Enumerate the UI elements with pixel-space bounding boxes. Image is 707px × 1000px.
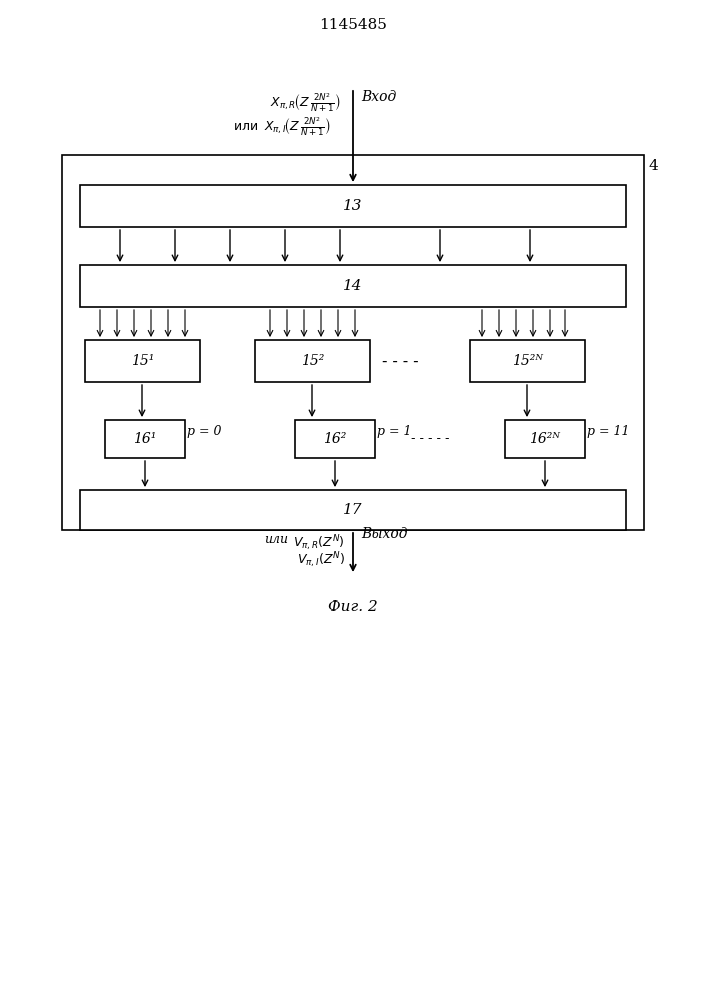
Text: 17: 17 — [344, 503, 363, 517]
Text: Выход: Выход — [361, 527, 407, 541]
FancyBboxPatch shape — [470, 340, 585, 382]
Text: 16²: 16² — [323, 432, 346, 446]
FancyBboxPatch shape — [505, 420, 585, 458]
Text: 4: 4 — [649, 159, 659, 173]
Text: p = 11: p = 11 — [587, 426, 629, 438]
Text: 13: 13 — [344, 199, 363, 213]
Text: 15²: 15² — [300, 354, 325, 368]
Text: - - - - -: - - - - - — [411, 432, 449, 446]
Text: Фиг. 2: Фиг. 2 — [328, 600, 378, 614]
Text: 15²ᴺ: 15²ᴺ — [512, 354, 543, 368]
Text: 16¹: 16¹ — [134, 432, 157, 446]
Text: p = 0: p = 0 — [187, 426, 221, 438]
FancyBboxPatch shape — [80, 265, 626, 307]
Text: $X_{\pi,R}\!\left(Z\,\frac{2N^2}{N+1}\right)$: $X_{\pi,R}\!\left(Z\,\frac{2N^2}{N+1}\ri… — [270, 92, 341, 114]
FancyBboxPatch shape — [80, 185, 626, 227]
Text: $\mathrm{или}\;\; X_{\pi,I}\!\left(Z\,\frac{2N^2}{N+1}\right)$: $\mathrm{или}\;\; X_{\pi,I}\!\left(Z\,\f… — [233, 116, 331, 138]
Text: 15¹: 15¹ — [131, 354, 154, 368]
Text: $V_{\pi,R}(Z^N)$: $V_{\pi,R}(Z^N)$ — [293, 533, 345, 553]
Text: Вход: Вход — [361, 90, 396, 104]
Text: $V_{\pi,I}(Z^N)$: $V_{\pi,I}(Z^N)$ — [297, 550, 345, 570]
FancyBboxPatch shape — [295, 420, 375, 458]
Text: 14: 14 — [344, 279, 363, 293]
FancyBboxPatch shape — [105, 420, 185, 458]
Text: 16²ᴺ: 16²ᴺ — [530, 432, 561, 446]
Text: p = 1: p = 1 — [377, 426, 411, 438]
FancyBboxPatch shape — [255, 340, 370, 382]
FancyBboxPatch shape — [80, 490, 626, 530]
Text: - - - -: - - - - — [382, 354, 419, 368]
Text: или: или — [264, 533, 288, 546]
Text: 1145485: 1145485 — [319, 18, 387, 32]
FancyBboxPatch shape — [85, 340, 200, 382]
